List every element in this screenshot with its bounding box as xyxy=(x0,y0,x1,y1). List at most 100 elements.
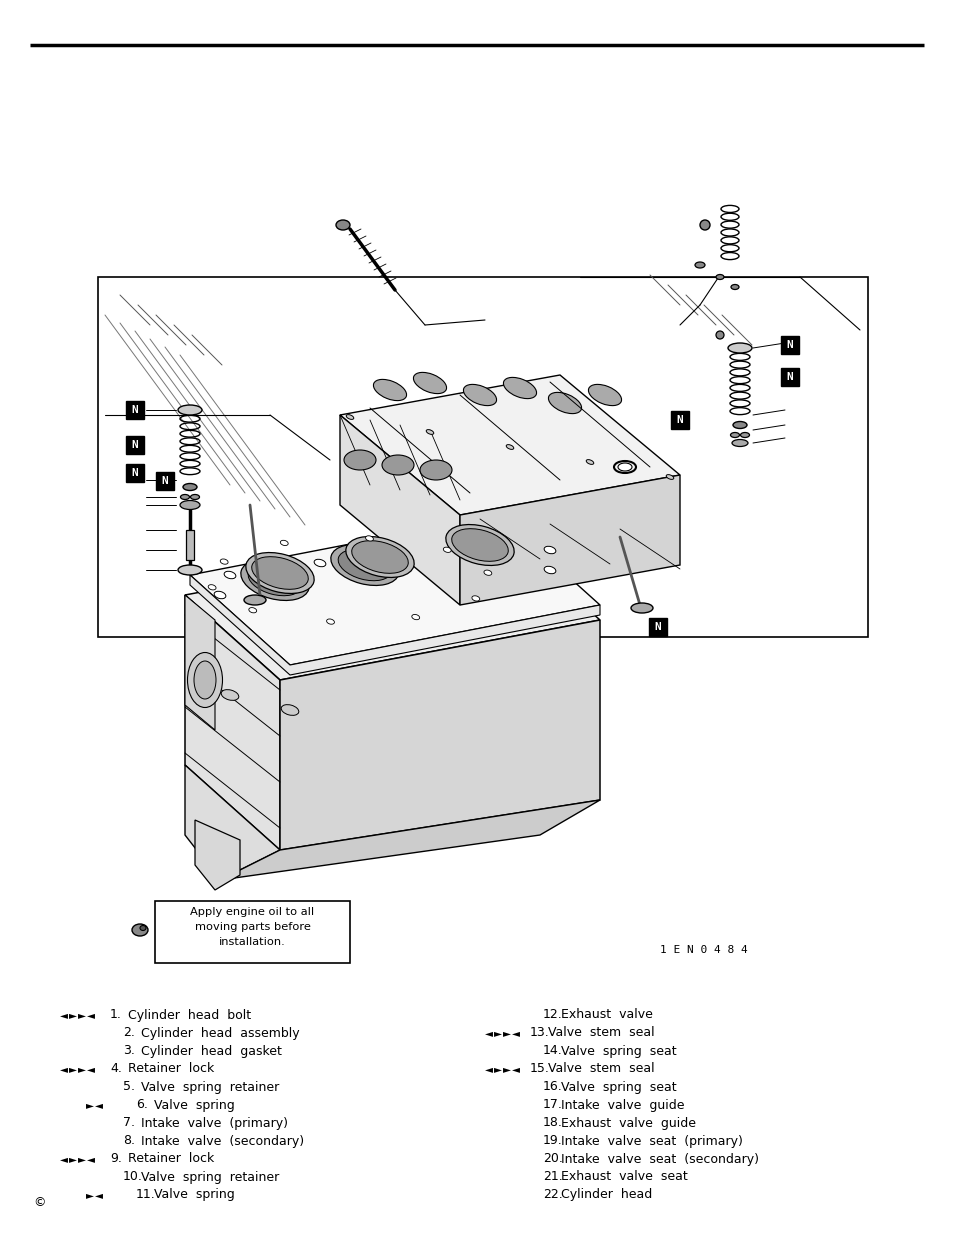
Ellipse shape xyxy=(716,331,723,338)
Text: Cylinder  head: Cylinder head xyxy=(560,1188,652,1202)
Ellipse shape xyxy=(420,530,489,571)
Text: N: N xyxy=(654,622,660,632)
Text: N: N xyxy=(161,475,168,487)
Ellipse shape xyxy=(740,432,749,437)
Text: Valve  spring  seat: Valve spring seat xyxy=(560,1081,676,1093)
Bar xyxy=(126,464,144,482)
Text: ►: ► xyxy=(86,1100,94,1110)
Text: N: N xyxy=(132,468,138,478)
Ellipse shape xyxy=(730,432,739,437)
Ellipse shape xyxy=(280,540,288,546)
Polygon shape xyxy=(190,576,599,676)
Text: Intake  valve  seat  (primary): Intake valve seat (primary) xyxy=(560,1135,742,1147)
Ellipse shape xyxy=(695,262,704,268)
Text: Intake  valve  seat  (secondary): Intake valve seat (secondary) xyxy=(560,1152,759,1166)
Ellipse shape xyxy=(548,393,581,414)
Text: ◄: ◄ xyxy=(87,1065,95,1074)
Text: Retainer  lock: Retainer lock xyxy=(128,1062,214,1076)
Text: ◄: ◄ xyxy=(95,1100,103,1110)
Ellipse shape xyxy=(727,343,751,353)
Ellipse shape xyxy=(281,705,298,715)
Polygon shape xyxy=(339,415,459,605)
Ellipse shape xyxy=(191,494,199,499)
Text: ►: ► xyxy=(494,1028,501,1037)
Text: ◄: ◄ xyxy=(87,1153,95,1165)
Ellipse shape xyxy=(224,572,235,579)
Text: ►: ► xyxy=(502,1028,511,1037)
Ellipse shape xyxy=(463,384,497,405)
Polygon shape xyxy=(190,515,599,664)
Text: Exhaust  valve  guide: Exhaust valve guide xyxy=(560,1116,696,1130)
Text: ►: ► xyxy=(78,1010,86,1020)
Text: 12.: 12. xyxy=(542,1009,562,1021)
Text: N: N xyxy=(786,372,793,382)
Text: Apply engine oil to all
moving parts before
installation.: Apply engine oil to all moving parts bef… xyxy=(191,906,314,946)
Text: Intake  valve  (secondary): Intake valve (secondary) xyxy=(141,1135,304,1147)
Polygon shape xyxy=(194,820,240,890)
Ellipse shape xyxy=(731,440,747,447)
Text: ◄: ◄ xyxy=(87,1010,95,1020)
Text: 13.: 13. xyxy=(530,1026,549,1040)
Ellipse shape xyxy=(618,463,631,471)
Bar xyxy=(781,368,799,387)
Text: 1.: 1. xyxy=(110,1009,122,1021)
Ellipse shape xyxy=(428,535,481,566)
Ellipse shape xyxy=(188,652,222,708)
Text: 20.: 20. xyxy=(542,1152,562,1166)
Ellipse shape xyxy=(180,494,190,499)
Text: Valve  spring  retainer: Valve spring retainer xyxy=(141,1081,279,1093)
Text: ◄: ◄ xyxy=(484,1065,493,1074)
Text: N: N xyxy=(132,440,138,450)
Text: ◄: ◄ xyxy=(484,1028,493,1037)
Text: 11.: 11. xyxy=(136,1188,155,1202)
Text: Valve  spring  retainer: Valve spring retainer xyxy=(141,1171,279,1183)
Text: 14.: 14. xyxy=(542,1045,562,1057)
Ellipse shape xyxy=(452,529,508,562)
Bar xyxy=(186,530,193,559)
Text: Valve  stem  seal: Valve stem seal xyxy=(547,1026,654,1040)
Ellipse shape xyxy=(588,384,621,405)
Ellipse shape xyxy=(426,430,434,435)
Text: ©: © xyxy=(33,1197,46,1209)
Ellipse shape xyxy=(483,571,492,576)
Text: 18.: 18. xyxy=(542,1116,562,1130)
Ellipse shape xyxy=(252,557,308,589)
Polygon shape xyxy=(185,595,280,850)
Text: Exhaust  valve: Exhaust valve xyxy=(560,1009,652,1021)
Ellipse shape xyxy=(381,454,414,475)
Text: 9.: 9. xyxy=(110,1152,122,1166)
Text: 2.: 2. xyxy=(123,1026,134,1040)
Text: Valve  spring: Valve spring xyxy=(153,1188,234,1202)
Text: ►: ► xyxy=(494,1065,501,1074)
Text: 5.: 5. xyxy=(123,1081,135,1093)
Text: ►: ► xyxy=(69,1065,77,1074)
Text: Retainer  lock: Retainer lock xyxy=(128,1152,214,1166)
Ellipse shape xyxy=(700,220,709,230)
Bar xyxy=(648,618,666,636)
Ellipse shape xyxy=(730,284,739,289)
Ellipse shape xyxy=(630,603,652,613)
Text: 4.: 4. xyxy=(110,1062,122,1076)
Ellipse shape xyxy=(443,547,451,552)
Text: ►: ► xyxy=(502,1065,511,1074)
Text: ►: ► xyxy=(86,1191,94,1200)
Polygon shape xyxy=(339,375,679,515)
Text: Cylinder  head  assembly: Cylinder head assembly xyxy=(141,1026,299,1040)
Text: ◄: ◄ xyxy=(95,1191,103,1200)
Text: Cylinder  head  gasket: Cylinder head gasket xyxy=(141,1045,281,1057)
Ellipse shape xyxy=(346,536,414,578)
Text: 21.: 21. xyxy=(542,1171,562,1183)
Ellipse shape xyxy=(413,373,446,394)
Bar xyxy=(156,472,173,490)
Ellipse shape xyxy=(503,378,536,399)
Ellipse shape xyxy=(543,546,556,553)
Ellipse shape xyxy=(331,545,398,585)
Ellipse shape xyxy=(221,689,238,700)
Ellipse shape xyxy=(178,405,202,415)
Text: 22.: 22. xyxy=(542,1188,562,1202)
Text: ►: ► xyxy=(78,1153,86,1165)
Ellipse shape xyxy=(365,536,373,541)
Polygon shape xyxy=(185,535,599,680)
Text: 17.: 17. xyxy=(542,1098,562,1112)
Text: ◄: ◄ xyxy=(512,1028,519,1037)
